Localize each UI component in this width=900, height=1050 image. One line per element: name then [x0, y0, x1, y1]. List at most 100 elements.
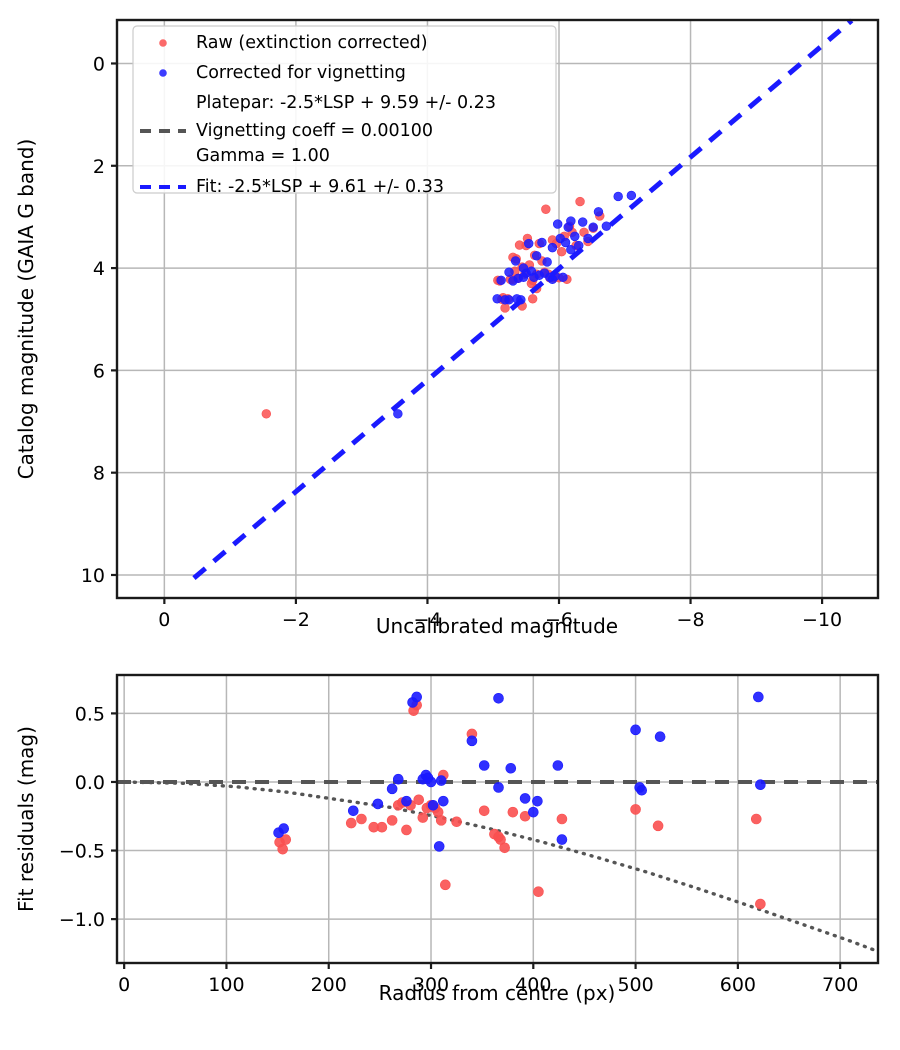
- data-point: [278, 823, 290, 834]
- bottom-xtick-label: 200: [311, 974, 347, 996]
- legend-entry[interactable]: Raw (extinction corrected): [159, 33, 428, 53]
- data-point: [376, 821, 388, 833]
- legend-label: Raw (extinction corrected): [196, 33, 428, 53]
- data-point: [537, 237, 547, 248]
- legend-label: Gamma = 1.00: [196, 146, 330, 166]
- top-xtick-label: −2: [282, 609, 310, 631]
- data-point: [750, 813, 762, 825]
- top-ytick-label: 2: [93, 156, 105, 178]
- legend-corrected-marker-icon: [159, 69, 167, 77]
- data-point: [372, 798, 384, 810]
- data-point: [532, 795, 543, 807]
- bottom-yaxis-label: Fit residuals (mag): [14, 726, 38, 912]
- data-point: [437, 795, 449, 807]
- data-point: [556, 834, 568, 845]
- bottom-ytick-label: −0.5: [59, 841, 105, 863]
- data-point: [601, 221, 612, 231]
- data-point: [435, 815, 447, 826]
- legend-label: Platepar: -2.5*LSP + 9.59 +/- 0.23: [196, 93, 496, 113]
- legend-background: [132, 25, 557, 194]
- data-point: [613, 191, 623, 202]
- data-point: [570, 231, 580, 242]
- legend-entry[interactable]: Corrected for vignetting: [159, 63, 406, 83]
- data-point: [427, 799, 439, 811]
- data-point: [493, 693, 504, 704]
- bottom-ytick-label: −1.0: [59, 909, 105, 931]
- data-point: [556, 813, 568, 825]
- legend-label: Vignetting coeff = 0.00100: [196, 121, 433, 141]
- data-point: [630, 724, 641, 736]
- data-point: [552, 219, 563, 229]
- legend-entry[interactable]: Fit: -2.5*LSP + 9.61 +/- 0.33: [140, 177, 444, 197]
- panel-photometry-calibration: 0 −2 −4 −6 −8 −10 0 2 4 6 8 10 Uncalibrated magnitu…: [14, 18, 880, 638]
- data-point: [433, 841, 445, 852]
- bottom-xtick-label: 400: [515, 974, 551, 996]
- data-point: [393, 409, 403, 419]
- data-point: [755, 898, 766, 910]
- top-tickmarks: [111, 62, 824, 604]
- data-point: [575, 196, 585, 207]
- data-point: [519, 793, 531, 804]
- fit-line-segment: [192, 18, 854, 580]
- top-xtick-label: 0: [158, 609, 170, 631]
- data-point: [411, 691, 422, 703]
- data-point: [386, 783, 398, 795]
- data-point: [356, 813, 367, 825]
- top-yaxis-label: Catalog magnitude (GAIA G band): [14, 139, 38, 480]
- data-point: [478, 760, 490, 771]
- data-point: [504, 267, 514, 277]
- legend-label: Corrected for vignetting: [196, 63, 406, 83]
- panel-fit-residuals: 0 100 200 300 400 500 600 700 0.5 0.0 −0.5 −1.0 Rad…: [14, 673, 880, 1005]
- data-point: [755, 779, 766, 791]
- bottom-xaxis-label: Radius from centre (px): [379, 981, 616, 1005]
- data-point: [527, 806, 539, 818]
- data-point: [386, 815, 398, 826]
- data-point: [466, 735, 478, 747]
- data-point: [566, 216, 576, 226]
- data-point: [577, 217, 588, 227]
- data-point: [636, 784, 648, 796]
- data-point: [552, 760, 564, 771]
- top-xtick-label: −4: [413, 609, 441, 631]
- top-ytick-label: 0: [93, 53, 105, 75]
- bottom-xtick-label: 300: [413, 974, 449, 996]
- data-point: [626, 190, 637, 201]
- data-point: [593, 207, 604, 217]
- data-point: [425, 776, 437, 788]
- data-point: [347, 805, 359, 817]
- bottom-data-layer: [273, 691, 766, 910]
- series-corrected: [273, 691, 766, 852]
- bottom-tickmarks: [111, 712, 842, 969]
- data-point: [401, 824, 412, 836]
- top-data-layer: [261, 190, 637, 419]
- data-point: [504, 295, 514, 305]
- data-point: [401, 795, 412, 807]
- bottom-xtick-label: 100: [208, 974, 244, 996]
- data-point: [392, 773, 404, 785]
- legend-entry[interactable]: Vignetting coeff = 0.00100: [140, 121, 433, 141]
- data-point: [547, 242, 558, 253]
- data-point: [527, 294, 538, 304]
- legend-entry[interactable]: Platepar: -2.5*LSP + 9.59 +/- 0.23: [196, 93, 496, 113]
- data-point: [518, 272, 529, 282]
- data-point: [277, 843, 289, 855]
- top-ytick-label: 10: [81, 565, 105, 587]
- top-axes-frame: [115, 18, 880, 600]
- legend-label: Fit: -2.5*LSP + 9.61 +/- 0.33: [196, 177, 444, 197]
- data-point: [541, 204, 551, 214]
- legend[interactable]: Raw (extinction corrected) Corrected for …: [132, 25, 557, 197]
- data-point: [500, 303, 510, 313]
- top-ytick-label: 6: [93, 360, 105, 382]
- bottom-xtick-label: 600: [720, 974, 756, 996]
- data-point: [451, 816, 462, 828]
- data-point: [505, 762, 517, 774]
- top-ytick-label: 8: [93, 463, 105, 485]
- data-point: [524, 238, 534, 249]
- bottom-xtick-label: 500: [617, 974, 653, 996]
- top-xtick-label: −10: [802, 609, 842, 631]
- data-point: [654, 731, 666, 743]
- legend-entry[interactable]: Gamma = 1.00: [196, 146, 330, 166]
- bottom-ytick-label: 0.0: [75, 772, 105, 794]
- bottom-ytick-label: 0.5: [75, 703, 105, 725]
